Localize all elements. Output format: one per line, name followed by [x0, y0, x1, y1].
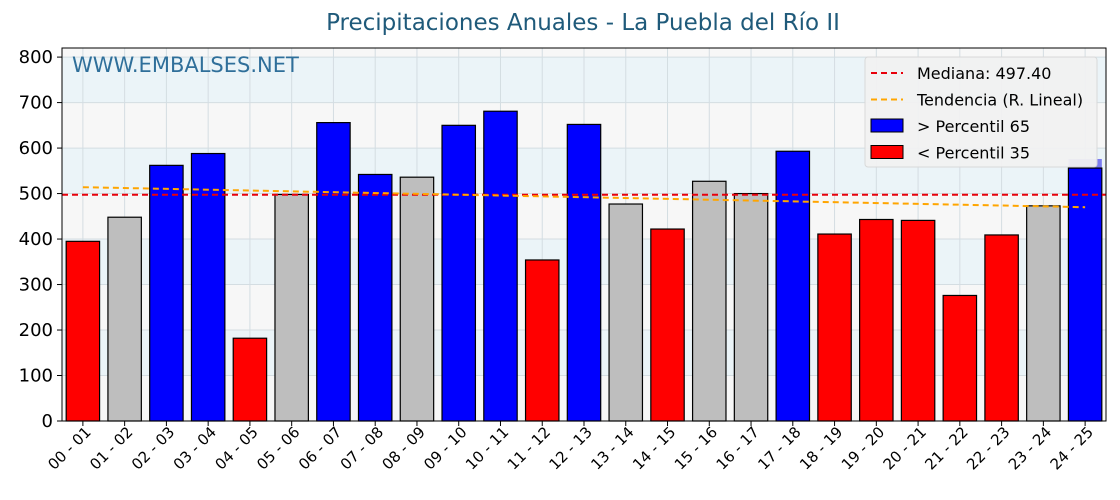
x-tick-label: 24 - 25: [1047, 423, 1097, 473]
bar: [232, 337, 268, 422]
legend-median-label: Mediana: 497.40: [917, 64, 1051, 83]
x-tick-label: 14 - 15: [629, 423, 679, 473]
x-tick-label: 16 - 17: [713, 423, 763, 473]
legend-box: [864, 56, 1098, 168]
bar: [733, 192, 769, 422]
legend-low-label: < Percentil 35: [917, 144, 1030, 163]
y-tick-label: 800: [19, 47, 53, 68]
watermark-text: WWW.EMBALSES.NET: [72, 53, 299, 77]
x-tick-label: 05 - 06: [253, 423, 303, 473]
y-tick-label: 500: [19, 184, 53, 205]
bar: [942, 294, 978, 422]
x-tick-label: 12 - 13: [546, 423, 596, 473]
x-tick-label: 09 - 10: [420, 423, 470, 473]
bar: [483, 110, 518, 422]
y-tick-label: 200: [19, 320, 53, 341]
bar: [1067, 167, 1103, 422]
bar: [691, 180, 727, 422]
x-tick-label: 04 - 05: [211, 423, 261, 473]
x-tick-label: 10 - 11: [462, 423, 512, 473]
trend-line: [82, 186, 1086, 209]
x-tick-label: 18 - 19: [796, 423, 846, 473]
bar: [357, 173, 393, 422]
bar: [149, 164, 184, 422]
y-tick-label: 700: [19, 93, 53, 114]
x-tick-label: 06 - 07: [295, 423, 345, 473]
x-tick-label: 20 - 21: [880, 423, 930, 473]
bar: [441, 124, 477, 422]
x-tick-label: 08 - 09: [378, 423, 428, 473]
x-tick-label: 21 - 22: [921, 423, 971, 473]
bar: [817, 233, 852, 422]
y-tick-label: 400: [19, 229, 53, 250]
bar: [650, 228, 685, 422]
x-tick-label: 11 - 12: [504, 423, 554, 473]
chart-title: Precipitaciones Anuales - La Puebla del …: [326, 10, 840, 36]
x-tick-label: 03 - 04: [170, 423, 220, 473]
x-tick-label: 22 - 23: [963, 423, 1013, 473]
bar: [524, 259, 560, 422]
bar: [566, 123, 602, 422]
bar: [608, 203, 644, 422]
bar: [65, 240, 101, 422]
bar: [316, 121, 351, 422]
y-tick-label: 0: [42, 411, 53, 432]
x-tick-label: 17 - 18: [754, 423, 804, 473]
bar: [1026, 205, 1061, 422]
bar: [107, 216, 142, 422]
x-tick-label: 13 - 14: [587, 423, 637, 473]
x-tick-label: 15 - 16: [671, 423, 721, 473]
x-tick-label: 19 - 20: [838, 423, 888, 473]
y-tick-label: 100: [19, 366, 53, 387]
bar: [859, 218, 894, 422]
x-tick-label: 02 - 03: [128, 423, 178, 473]
x-tick-label: 07 - 08: [337, 423, 387, 473]
bar: [984, 234, 1019, 422]
x-tick-label: 23 - 24: [1005, 423, 1055, 473]
y-tick-label: 300: [19, 275, 53, 296]
bar: [274, 193, 309, 422]
legend-low-swatch: [870, 145, 904, 159]
legend-high-label: > Percentil 65: [917, 117, 1030, 136]
legend-trend-label: Tendencia (R. Lineal): [916, 91, 1083, 110]
bar: [775, 150, 811, 422]
x-tick-label: 01 - 02: [86, 423, 136, 473]
bar: [190, 152, 226, 422]
legend-high-swatch: [870, 118, 904, 133]
y-tick-label: 600: [19, 138, 53, 159]
bar: [399, 176, 435, 422]
bar: [900, 219, 936, 422]
